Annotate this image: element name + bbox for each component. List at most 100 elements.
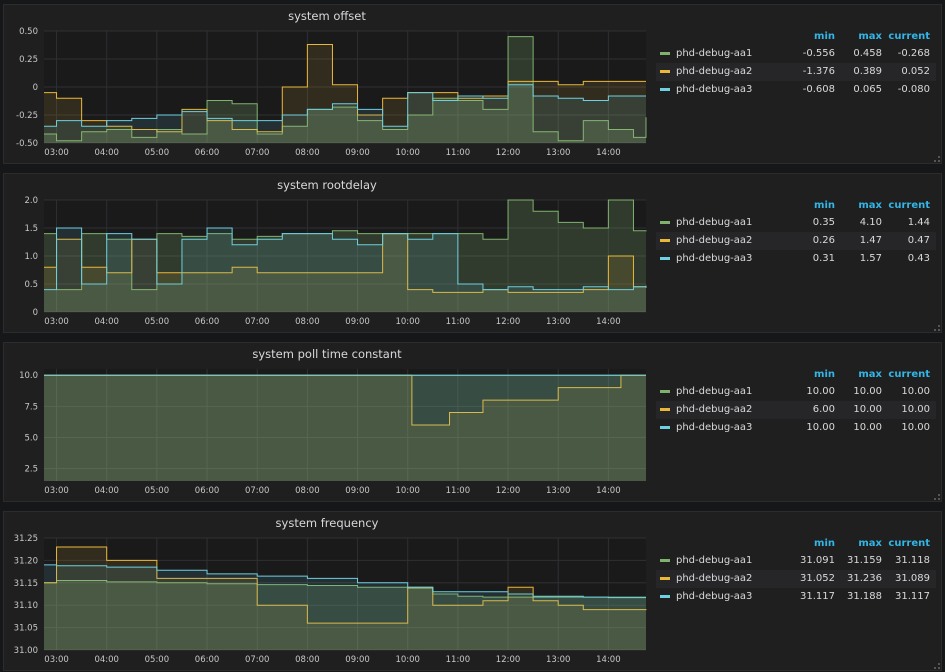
- panel-system-poll-time-constant[interactable]: system poll time constant 10.0 7.5 5.0 2.5 0…: [3, 342, 942, 502]
- series-line-phd-debug-aa2[interactable]: [44, 43, 646, 133]
- legend-header-min[interactable]: min: [814, 200, 835, 211]
- x-tick-label: 12:00: [496, 655, 521, 665]
- rootdelay-chart[interactable]: 2.0 1.5 1.0 0.5 0 03:00 04:00 05:00 06:00 07:00 08…: [4, 174, 650, 334]
- legend-header: min max current: [656, 31, 936, 45]
- series-name[interactable]: phd-debug-aa1: [676, 555, 753, 566]
- series-line-phd-debug-aa1[interactable]: [44, 580, 646, 598]
- legend-row[interactable]: phd-debug-aa3 0.31 1.57 0.43: [656, 250, 936, 268]
- series-fill-phd-debug-aa1: [44, 36, 646, 143]
- x-tick-label: 12:00: [496, 486, 521, 496]
- series-name[interactable]: phd-debug-aa1: [676, 386, 753, 397]
- legend-row[interactable]: phd-debug-aa3 31.117 31.188 31.117: [656, 588, 936, 606]
- frequency-chart[interactable]: 31.25 31.20 31.15 31.10 31.05 31.00 03:00 04:00…: [4, 512, 650, 672]
- legend-row[interactable]: phd-debug-aa2 6.00 10.00 10.00: [656, 401, 936, 419]
- x-tick-label: 08:00: [295, 317, 320, 327]
- legend-value-min: 31.091: [800, 555, 835, 566]
- x-tick-label: 12:00: [496, 148, 521, 158]
- series-name[interactable]: phd-debug-aa2: [676, 404, 753, 415]
- y-tick-label: 0: [33, 308, 38, 318]
- series-color-swatch[interactable]: [660, 577, 670, 580]
- legend-header-min[interactable]: min: [814, 538, 835, 549]
- panel-system-offset[interactable]: system offset 0.50 0.25 0 -0.25 -0.50 03:00 04…: [3, 4, 942, 164]
- x-tick-label: 11:00: [446, 655, 471, 665]
- legend-header-current[interactable]: current: [888, 200, 930, 211]
- series-name[interactable]: phd-debug-aa1: [676, 48, 753, 59]
- series-name[interactable]: phd-debug-aa2: [676, 573, 753, 584]
- resize-handle[interactable]: [934, 494, 940, 500]
- legend-row[interactable]: phd-debug-aa1 10.00 10.00 10.00: [656, 383, 936, 401]
- series-name[interactable]: phd-debug-aa2: [676, 235, 753, 246]
- legend-header-min[interactable]: min: [814, 369, 835, 380]
- plot-area: [44, 538, 646, 650]
- series-name[interactable]: phd-debug-aa1: [676, 217, 753, 228]
- panel-title[interactable]: system poll time constant: [252, 347, 402, 361]
- series-color-swatch[interactable]: [660, 426, 670, 429]
- series-fill-phd-debug-aa1: [44, 580, 646, 650]
- legend-row[interactable]: phd-debug-aa3 -0.608 0.065 -0.080: [656, 81, 936, 99]
- legend-row[interactable]: phd-debug-aa1 0.35 4.10 1.44: [656, 214, 936, 232]
- series-name[interactable]: phd-debug-aa3: [676, 253, 753, 264]
- legend-value-current: 10.00: [901, 422, 930, 433]
- legend-header-current[interactable]: current: [888, 31, 930, 42]
- x-tick-label: 04:00: [94, 317, 119, 327]
- series-color-swatch[interactable]: [660, 221, 670, 224]
- legend-header-max[interactable]: max: [858, 31, 882, 42]
- legend-row[interactable]: phd-debug-aa2 0.26 1.47 0.47: [656, 232, 936, 250]
- resize-handle[interactable]: [934, 156, 940, 162]
- legend-row[interactable]: phd-debug-aa3 10.00 10.00 10.00: [656, 419, 936, 437]
- series-color-swatch[interactable]: [660, 52, 670, 55]
- series-color-swatch[interactable]: [660, 595, 670, 598]
- legend-value-max: 0.389: [853, 66, 882, 77]
- series-fill-phd-debug-aa3: [44, 84, 646, 143]
- y-tick-label: -0.25: [16, 111, 38, 121]
- panel-title[interactable]: system offset: [288, 9, 366, 23]
- series-name[interactable]: phd-debug-aa3: [676, 591, 753, 602]
- series-color-swatch[interactable]: [660, 257, 670, 260]
- series-color-swatch[interactable]: [660, 88, 670, 91]
- legend-row[interactable]: phd-debug-aa2 -1.376 0.389 0.052: [656, 63, 936, 81]
- series-name[interactable]: phd-debug-aa3: [676, 422, 753, 433]
- legend-header-current[interactable]: current: [888, 538, 930, 549]
- legend: min max current phd-debug-aa1 31.091 31.159 31…: [656, 538, 936, 606]
- panel-title[interactable]: system rootdelay: [277, 178, 377, 192]
- x-tick-label: 03:00: [44, 655, 69, 665]
- legend-header-current[interactable]: current: [888, 369, 930, 380]
- series-line-phd-debug-aa3[interactable]: [44, 84, 646, 127]
- series-name[interactable]: phd-debug-aa2: [676, 66, 753, 77]
- legend-header-max[interactable]: max: [858, 200, 882, 211]
- series-line-phd-debug-aa3[interactable]: [44, 227, 647, 291]
- resize-handle[interactable]: [934, 663, 940, 669]
- legend-header-max[interactable]: max: [858, 369, 882, 380]
- offset-chart[interactable]: 0.50 0.25 0 -0.25 -0.50 03:00 04:00 05:00 06:00 0…: [4, 5, 650, 165]
- legend-value-max: 10.00: [853, 404, 882, 415]
- legend-row[interactable]: phd-debug-aa2 31.052 31.236 31.089: [656, 570, 936, 588]
- series-color-swatch[interactable]: [660, 408, 670, 411]
- series-color-swatch[interactable]: [660, 70, 670, 73]
- legend-value-max: 31.236: [847, 573, 882, 584]
- series-line-phd-debug-aa3[interactable]: [44, 564, 646, 599]
- x-tick-label: 14:00: [596, 486, 621, 496]
- panel-system-frequency[interactable]: system frequency 31.25 31.20 31.15 31.10 31.…: [3, 511, 942, 671]
- legend-value-min: 0.26: [812, 235, 835, 246]
- panel-system-rootdelay[interactable]: system rootdelay 2.0 1.5 1.0 0.5 0 03:00 04:00…: [3, 173, 942, 333]
- x-tick-label: 07:00: [245, 148, 270, 158]
- legend: min max current phd-debug-aa1 0.35 4.10 1.44 ph…: [656, 200, 936, 268]
- series-line-phd-debug-aa2[interactable]: [44, 233, 647, 293]
- series-color-swatch[interactable]: [660, 390, 670, 393]
- poll-time-chart[interactable]: 10.0 7.5 5.0 2.5 03:00 04:00 05:00 06:00 07:00 08…: [4, 343, 650, 503]
- series-name[interactable]: phd-debug-aa3: [676, 84, 753, 95]
- series-line-phd-debug-aa2[interactable]: [44, 374, 646, 426]
- x-tick-label: 14:00: [596, 655, 621, 665]
- panel-title[interactable]: system frequency: [275, 516, 379, 530]
- x-tick-label: 06:00: [195, 148, 220, 158]
- legend-value-current: -0.080: [897, 84, 930, 95]
- series-color-swatch[interactable]: [660, 559, 670, 562]
- resize-handle[interactable]: [934, 325, 940, 331]
- x-tick-label: 11:00: [446, 148, 471, 158]
- legend-header-min[interactable]: min: [814, 31, 835, 42]
- legend-header-max[interactable]: max: [858, 538, 882, 549]
- series-color-swatch[interactable]: [660, 239, 670, 242]
- legend: min max current phd-debug-aa1 -0.556 0.458 -0.…: [656, 31, 936, 99]
- legend-row[interactable]: phd-debug-aa1 -0.556 0.458 -0.268: [656, 45, 936, 63]
- legend-row[interactable]: phd-debug-aa1 31.091 31.159 31.118: [656, 552, 936, 570]
